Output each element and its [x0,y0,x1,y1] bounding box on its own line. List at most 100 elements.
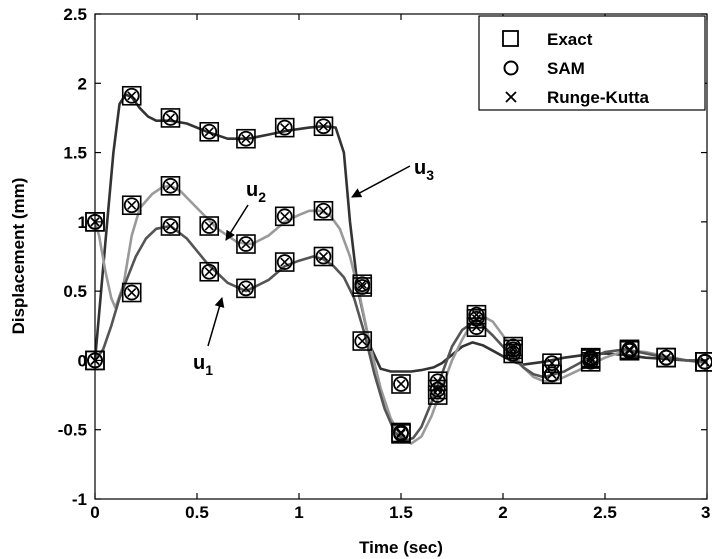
exact-square-marker [121,85,142,106]
runge-kutta-x-marker [357,282,367,292]
exact-square-marker [656,347,677,368]
exact-square-marker [695,352,712,372]
marker-point-u1 [427,385,448,405]
runge-kutta-x-marker [357,336,367,346]
legend-label-sam: SAM [547,59,585,78]
runge-kutta-x-marker [396,427,406,438]
marker-point-u1 [466,317,487,337]
exact-square-marker [466,304,487,325]
runge-kutta-x-marker [700,357,710,367]
runge-kutta-x-marker [471,310,482,320]
marker-point-u1 [313,246,334,267]
runge-kutta-x-marker [433,390,443,400]
y-tick-label: 0.5 [63,282,87,301]
marker-point-u1 [503,339,524,360]
x-tick-label: 1.5 [389,503,413,522]
sam-circle-marker [393,376,409,392]
sam-circle-marker [621,342,638,359]
runge-kutta-x-marker [241,239,251,249]
marker-layer [85,85,712,444]
exact-square-marker [121,282,142,303]
exact-square-marker [391,374,411,394]
exact-square-marker [466,317,487,337]
marker-point-u1 [391,424,411,444]
marker-point-u3 [160,108,181,128]
runge-kutta-x-marker [586,354,596,364]
legend: Exact SAM Runge-Kutta [478,15,706,111]
runge-kutta-x-marker [165,221,176,231]
exact-square-marker [199,216,220,236]
marker-point-u2 [466,304,487,325]
runge-kutta-x-marker [318,251,329,262]
exact-square-marker [160,108,181,128]
runge-kutta-x-marker [127,200,137,210]
marker-point-u2 [199,216,220,236]
x-tick-label: 2.5 [593,503,617,522]
exact-square-marker [121,195,142,216]
runge-kutta-x-marker [396,429,406,439]
legend-label-exact: Exact [547,30,593,49]
y-tick-label: -1 [72,490,87,509]
exact-square-marker [236,128,256,149]
runge-kutta-x-marker [547,369,557,379]
sam-circle-marker [582,349,599,366]
sam-circle-marker [393,425,409,442]
x-tick-label: 3 [701,503,710,522]
sam-circle-marker [544,355,560,372]
runge-kutta-x-marker [241,134,251,144]
marker-point-u1 [352,274,373,295]
exact-square-marker [313,116,334,137]
marker-point-u3 [313,116,334,137]
runge-kutta-x-marker [127,91,137,101]
marker-point-u3 [236,128,256,149]
exact-square-marker [160,216,181,236]
sam-circle-marker [201,263,218,280]
exact-square-marker [236,234,256,254]
tick-layer: 0 0.5 1 1.5 2 2.5 3 -1 -0.5 0 0.5 1 1.5 2 2.5 [58,5,711,522]
series-line-u1 [93,224,708,443]
runge-kutta-x-marker [471,322,482,332]
sam-circle-marker [276,254,293,270]
sam-circle-marker [162,218,179,234]
sam-circle-marker [468,319,485,336]
y-tick-label: 0 [78,351,87,370]
marker-point-u1 [656,347,677,368]
marker-point-u3 [391,374,411,394]
marker-point-u1 [121,282,142,303]
u1-annotation: u1 [193,352,213,378]
sam-circle-marker [276,119,293,136]
runge-kutta-x-marker [127,287,137,298]
sam-circle-marker [505,345,522,362]
marker-point-u1 [274,252,295,272]
u2-annotation: u2 [246,179,266,205]
runge-kutta-x-marker [661,353,671,363]
marker-point-u1 [236,278,256,299]
y-tick-label: 1 [78,213,87,232]
sam-circle-marker [201,123,218,140]
runge-kutta-x-marker [508,344,518,354]
x-tick-label: 0 [90,503,99,522]
y-tick-label: 2.5 [63,5,87,24]
runge-kutta-x-marker [280,257,290,267]
y-tick-label: 1.5 [63,144,87,163]
u1-arrow [207,297,225,347]
legend-label-runge-kutta: Runge-Kutta [547,88,650,107]
runge-kutta-x-marker [204,221,214,231]
exact-square-marker [542,353,562,374]
sam-circle-marker [315,202,332,219]
x-tick-label: 2 [498,503,507,522]
exact-square-marker [274,206,295,227]
exact-square-marker [352,331,373,351]
exact-square-marker [274,252,295,272]
marker-point-u1 [160,216,181,236]
marker-point-u1 [199,261,220,282]
exact-square-marker [427,385,448,405]
marker-point-u3 [352,331,373,351]
sam-circle-marker [201,218,218,234]
legend-circle-marker [503,60,519,76]
x-tick-label: 1 [294,503,303,522]
x-axis-label: Time (sec) [359,538,443,557]
sam-circle-marker [162,110,179,126]
marker-point-u1 [580,347,601,368]
exact-square-marker [236,278,256,299]
